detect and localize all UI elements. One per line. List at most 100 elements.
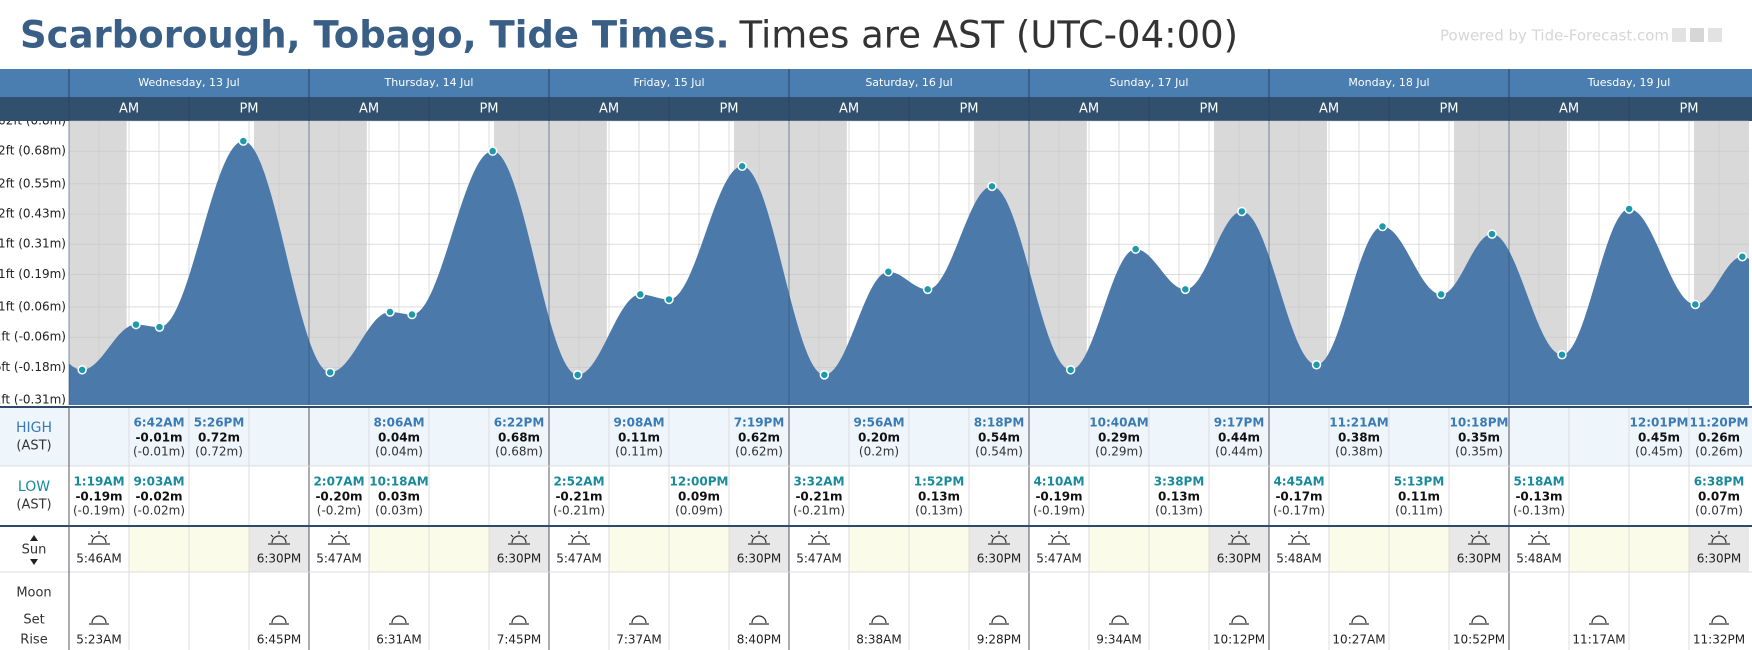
tide-point	[1311, 360, 1322, 370]
day-label: Friday, 15 Jul	[633, 76, 704, 89]
tide-time: 11:20PM	[1690, 416, 1749, 430]
sunset-time: 6:30PM	[1697, 552, 1742, 566]
tide-point	[922, 284, 933, 295]
tide-point	[1487, 229, 1497, 239]
tide-height: 0.38m	[1338, 431, 1380, 445]
tide-time: 9:17PM	[1214, 416, 1265, 430]
tide-time: 2:07AM	[313, 475, 364, 489]
am-label: AM	[119, 102, 139, 117]
sun-night-cell	[1449, 527, 1509, 572]
moon-icon	[629, 615, 649, 625]
row-label: LOW	[18, 479, 50, 495]
row-label: (AST)	[16, 439, 51, 454]
moon-icon	[1229, 615, 1249, 625]
am-label: AM	[359, 102, 379, 117]
tide-height: -0.02m	[135, 490, 182, 504]
moonset-time: 9:34AM	[1096, 633, 1142, 647]
sunset-time: 6:30PM	[497, 552, 542, 566]
tide-time: 2:52AM	[553, 475, 604, 489]
row-label: Set	[23, 613, 44, 628]
tide-point	[1690, 299, 1701, 310]
tide-point	[1737, 251, 1748, 262]
tide-height: 0.07m	[1698, 490, 1740, 504]
tide-height: 0.54m	[978, 431, 1020, 445]
moon-icon	[989, 615, 1009, 625]
tide-height: 0.62m	[738, 431, 780, 445]
y-axis: -1ft (-0.31m) -0.6ft (-0.18m) -0.2ft (-0.0…	[0, 114, 66, 406]
tide-height: 0.11m	[618, 431, 660, 445]
pm-label: PM	[479, 102, 498, 117]
sun-night-cell	[1689, 527, 1749, 572]
tide-height-alt: (-0.21m)	[553, 504, 605, 518]
tide-height: 0.13m	[918, 490, 960, 504]
y-tick-label: 2.22ft (0.68m)	[0, 144, 66, 158]
row-label: Sun	[22, 543, 47, 558]
tide-time: 12:01PM	[1630, 416, 1689, 430]
tide-height-alt: (0.29m)	[1095, 445, 1143, 459]
tide-height-alt: (0.11m)	[1395, 504, 1443, 518]
tide-point	[131, 319, 141, 330]
tide-height: 0.29m	[1098, 431, 1140, 445]
sunset-time: 6:30PM	[1457, 552, 1502, 566]
tide-height: -0.17m	[1275, 490, 1322, 504]
tide-time: 3:32AM	[793, 475, 844, 489]
tide-time: 10:18PM	[1450, 416, 1509, 430]
tide-height: 0.68m	[498, 431, 540, 445]
tide-height: 0.45m	[1638, 431, 1680, 445]
tide-height: 0.04m	[378, 431, 420, 445]
powered-by[interactable]: Powered by Tide-Forecast.com	[1440, 27, 1669, 45]
row-label: Rise	[20, 633, 47, 648]
tide-height-alt: (0.68m)	[495, 445, 543, 459]
tide-time: 9:03AM	[133, 475, 184, 489]
sunset-time: 6:30PM	[737, 552, 782, 566]
sun-night-cell	[969, 527, 1029, 572]
tide-point	[1065, 365, 1076, 375]
tide-time: 5:13PM	[1394, 475, 1445, 489]
tide-point	[987, 181, 997, 192]
sunrise-time: 5:46AM	[76, 552, 122, 566]
sun-icon	[268, 531, 290, 545]
moonrise-time: 10:52PM	[1453, 633, 1505, 647]
tide-time: 6:22PM	[494, 416, 545, 430]
moon-icon	[1589, 615, 1609, 625]
tide-height-alt: (-0.02m)	[133, 504, 185, 518]
tide-point	[635, 289, 646, 300]
tide-point	[737, 161, 747, 171]
tide-time: 4:45AM	[1273, 475, 1324, 489]
tide-height: 0.20m	[858, 431, 900, 445]
pm-label: PM	[1439, 102, 1458, 117]
tide-point	[1130, 244, 1141, 254]
tide-height: 0.72m	[198, 431, 240, 445]
sun-icon	[1228, 531, 1250, 545]
tide-point	[325, 367, 335, 378]
sun-night-cell	[249, 527, 309, 572]
am-label: AM	[1079, 102, 1099, 117]
tide-height-alt: (0.45m)	[1635, 445, 1683, 459]
tide-time: 1:52PM	[914, 475, 965, 489]
sun-night-cell	[489, 527, 549, 572]
tide-height-alt: (-0.17m)	[1273, 504, 1325, 518]
y-tick-label: 0.21ft (0.06m)	[0, 299, 66, 313]
sun-icon	[568, 531, 590, 545]
day-label: Tuesday, 19 Jul	[1587, 76, 1671, 89]
tide-height: -0.19m	[1035, 490, 1082, 504]
high-row	[0, 407, 1752, 466]
tide-height-alt: (-0.19m)	[73, 504, 125, 518]
tide-point	[1377, 221, 1388, 232]
tide-time: 4:10AM	[1033, 475, 1084, 489]
tide-area	[69, 141, 1749, 405]
tide-height-alt: (0.38m)	[1335, 445, 1383, 459]
tide-height-alt: (0.2m)	[859, 445, 899, 459]
tide-height: 0.35m	[1458, 431, 1500, 445]
tide-time: 3:38PM	[1154, 475, 1205, 489]
tide-point	[1436, 289, 1446, 300]
y-tick-label: 2.62ft (0.8m)	[0, 114, 66, 128]
y-tick-label: -1ft (-0.31m)	[0, 392, 66, 406]
tide-point	[1180, 284, 1191, 295]
tide-point	[819, 370, 830, 380]
sun-icon	[1708, 531, 1730, 545]
moon-icon	[509, 615, 529, 625]
sun-icon	[988, 531, 1010, 545]
tide-point	[385, 307, 395, 317]
tide-height-alt: (0.62m)	[735, 445, 783, 459]
